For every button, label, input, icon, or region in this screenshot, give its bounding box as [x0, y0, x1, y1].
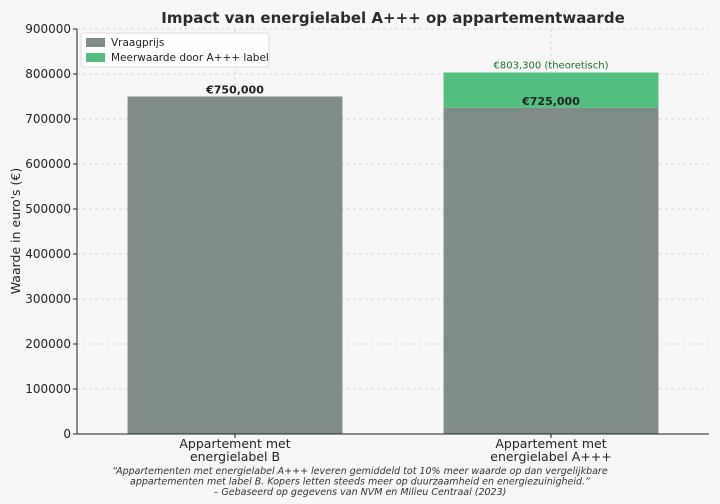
legend: Vraagprijs Meerwaarde door A+++ label	[80, 32, 270, 68]
y-axis-label: Waarde in euro's (€)	[8, 168, 23, 295]
caption: “Appartementen met energielabel A+++ lev…	[112, 466, 608, 498]
caption-line: – Gebaseerd op gegevens van NVM en Milie…	[214, 487, 507, 498]
bar-vraagprijs	[443, 107, 659, 434]
legend-swatch	[86, 53, 105, 62]
caption-line: appartementen met label B. Kopers letten…	[130, 477, 590, 488]
bar-meerwaarde	[443, 72, 659, 108]
y-tick-label: 900000	[25, 22, 71, 36]
y-tick-label: 600000	[25, 157, 71, 171]
y-tick-label: 500000	[25, 202, 71, 216]
legend-swatch	[86, 38, 105, 47]
y-tick-label: 300000	[25, 292, 71, 306]
y-tick-label: 800000	[25, 67, 71, 81]
x-tick-label: energielabel A+++	[490, 449, 612, 464]
axes: 0 100000 200000 300000 400000 500000 600000 700…	[25, 22, 709, 464]
legend-box	[80, 32, 270, 68]
x-tick-label: Appartement met	[179, 436, 290, 451]
x-tick-label: energielabel B	[190, 449, 280, 464]
caption-line: “Appartementen met energielabel A+++ lev…	[112, 466, 608, 477]
legend-label: Vraagprijs	[111, 37, 164, 49]
bar-vraagprijs	[127, 96, 343, 434]
chart-title: Impact van energielabel A+++ op appartem…	[161, 9, 625, 27]
legend-label: Meerwaarde door A+++ label	[111, 52, 269, 64]
data-labels: €750,000 €725,000 €803,300 (theoretisch)	[205, 61, 608, 108]
bar-value-label: €750,000	[205, 84, 264, 97]
y-tick-label: 400000	[25, 247, 71, 261]
y-tick-label: 200000	[25, 337, 71, 351]
x-tick-label: Appartement met	[495, 436, 606, 451]
y-tick-label: 100000	[25, 382, 71, 396]
y-tick-label: 700000	[25, 112, 71, 126]
theoretical-value-label: €803,300 (theoretisch)	[493, 61, 608, 72]
bars	[127, 72, 659, 434]
bar-value-label: €725,000	[521, 95, 580, 108]
y-tick-label: 0	[63, 427, 71, 441]
